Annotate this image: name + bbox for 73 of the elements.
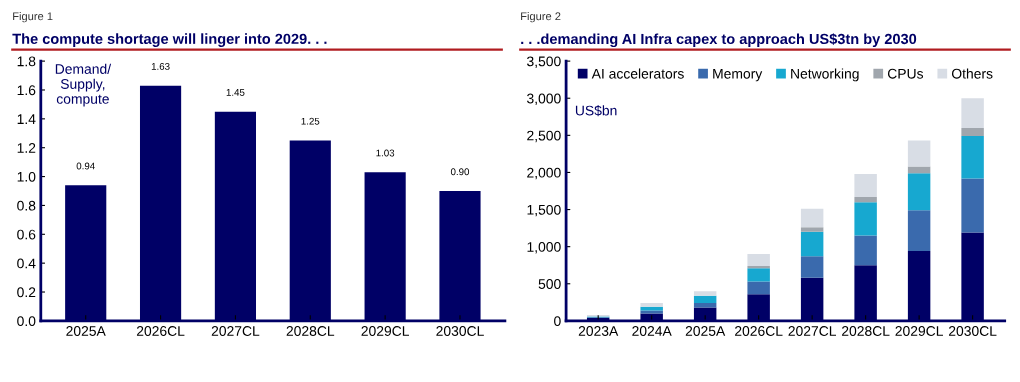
y-tick-label: 1,000 [527, 242, 561, 254]
bar [961, 136, 984, 179]
y-tick-label: 2,000 [527, 167, 561, 180]
chart-title: The compute shortage will linger into 2029. . . [12, 33, 327, 47]
y-tick-label: 500 [538, 279, 561, 289]
bar [907, 140, 931, 167]
x-tick-label: 2025A [66, 326, 106, 336]
bar [693, 303, 717, 308]
x-tick-label: 2029CL [895, 326, 943, 336]
x-tick-label: 2024A [632, 326, 672, 336]
x-tick-label: 2027CL [211, 326, 260, 336]
x-tick-label: 2030CL [948, 326, 997, 336]
x-tick-label: 2029CL [361, 326, 409, 336]
bar [640, 310, 663, 314]
bar [854, 235, 877, 266]
legend-label: Others [951, 68, 993, 79]
y-tick-label: 1,500 [527, 204, 561, 217]
y-tick-label: 2,500 [527, 130, 561, 143]
bar [854, 196, 877, 203]
bar [854, 173, 877, 197]
x-tick-label: 2025A [685, 326, 726, 336]
bar [747, 281, 770, 295]
caption: Figure 1 [13, 12, 53, 23]
bar [747, 268, 770, 282]
bar [961, 98, 984, 128]
y-axis-title: Demand/ Supply, compute [55, 63, 112, 107]
data-label: 1.03 [376, 149, 395, 157]
bar [854, 202, 877, 236]
y-tick-label: 1.4 [17, 114, 36, 124]
y-axis-title: US$bn [575, 105, 617, 117]
data-label: 1.63 [151, 62, 170, 70]
chart-title: . . .demanding AI Infra capex to approach US$3tn by 2030 [521, 33, 917, 48]
x-tick-label: 2027CL [788, 326, 837, 336]
y-tick-label: 1.6 [17, 85, 36, 96]
legend-label: Memory [713, 68, 763, 82]
bar [800, 231, 824, 257]
x-tick-label: 2026CL [136, 326, 185, 336]
data-label: 1.45 [226, 89, 245, 96]
bar [800, 256, 824, 278]
data-label: 0.94 [76, 162, 95, 170]
y-tick-label: 0.4 [17, 258, 36, 269]
bar [693, 291, 717, 296]
y-tick-label: 1.2 [17, 143, 36, 153]
bar [747, 254, 770, 266]
legend-label: CPUs [887, 68, 924, 79]
x-tick-label: 2028CL [842, 326, 890, 336]
data-label: 1.25 [301, 117, 320, 125]
x-tick-label: 2030CL [436, 326, 484, 336]
bar [907, 210, 931, 252]
bar [693, 295, 717, 304]
y-tick-label: 3,000 [527, 93, 561, 106]
y-tick-label: 0.6 [17, 229, 36, 240]
bar [961, 127, 984, 137]
x-tick-label: 2023A [578, 326, 619, 336]
y-tick-label: 1.0 [17, 171, 36, 182]
y-tick-label: 0.8 [17, 200, 36, 211]
y-tick-label: 0.0 [17, 316, 36, 327]
bar [907, 173, 931, 211]
bar [747, 265, 770, 269]
bar [800, 208, 824, 228]
y-tick-label: 1.8 [17, 56, 36, 67]
legend-label: Networking [791, 68, 859, 82]
data-label: 0.90 [450, 168, 470, 176]
x-tick-label: 2026CL [735, 326, 783, 336]
y-tick-label: 0 [554, 316, 561, 327]
legend-label: AI accelerators [591, 68, 684, 79]
caption: Figure 2 [521, 12, 561, 23]
bar [800, 227, 824, 232]
bar [961, 178, 984, 233]
bar [640, 303, 663, 307]
y-tick-label: 0.2 [17, 287, 36, 298]
y-tick-label: 3,500 [527, 56, 561, 68]
x-tick-label: 2028CL [286, 326, 335, 336]
